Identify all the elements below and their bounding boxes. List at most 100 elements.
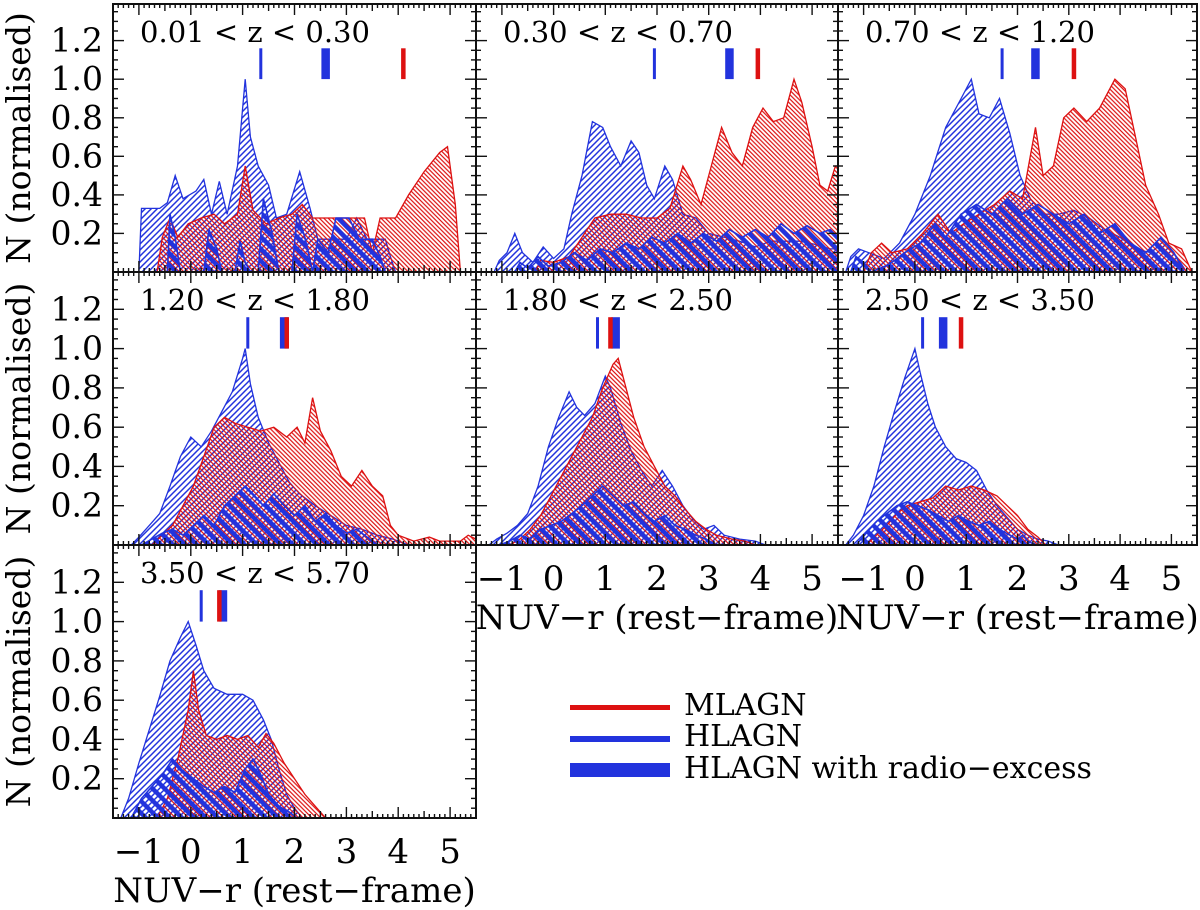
y-tick-label: 0.4 [51, 719, 103, 758]
y-axis-label: N (normalised) [0, 283, 38, 535]
axis-ticks [838, 4, 1197, 272]
x-axis-label: NUV−r (rest−frame) [476, 598, 838, 638]
hlagn-radio-excess-histogram [499, 484, 717, 544]
panel-title: 1.20 < z < 1.80 [140, 283, 370, 317]
axis-ticks [113, 272, 476, 545]
mlagn-histogram [156, 145, 461, 271]
hlagn-radio-excess-histogram [855, 500, 1036, 544]
x-tick-label: −1 [477, 559, 527, 599]
x-tick-label: 4 [387, 832, 409, 872]
mlagn-median-marker [755, 48, 761, 80]
panel-2: 0.70 < z < 1.20 [837, 3, 1198, 273]
x-tick-label: −1 [114, 832, 164, 872]
hlagn-median-marker [652, 48, 656, 80]
hlagn-radio-excess-histogram [514, 222, 837, 271]
x-tick-label: 5 [439, 832, 461, 872]
x-tick-label: 4 [1109, 559, 1131, 599]
hlagn-median-marker [1000, 48, 1004, 80]
y-tick-label: 0.2 [51, 213, 103, 252]
y-tick-label: 1.0 [51, 329, 103, 368]
mlagn-histogram [863, 78, 1193, 271]
axis-ticks [476, 272, 838, 545]
legend-label-hlagn: HLAGN [684, 719, 802, 754]
hlagn-radio-excess-histogram [850, 197, 1185, 271]
x-tick-label: 5 [1161, 559, 1183, 599]
hlagn-median-marker [596, 317, 599, 349]
panel-title: 0.01 < z < 0.30 [140, 15, 370, 49]
x-axis-label: NUV−r (rest−frame) [113, 871, 475, 910]
mlagn-histogram [156, 670, 326, 817]
y-tick-label: 1.2 [51, 21, 103, 60]
panel-title: 0.70 < z < 1.20 [865, 15, 1095, 49]
x-tick-label: 2 [1007, 559, 1029, 599]
x-tick-label: 3 [336, 832, 358, 872]
y-tick-label: 1.0 [51, 602, 103, 641]
y-tick-label: 0.8 [51, 98, 103, 137]
x-tick-label: 2 [646, 559, 668, 599]
x-tick-label: 0 [904, 559, 926, 599]
radio-excess-median-marker [279, 317, 289, 349]
legend-swatch-mlagn-line [570, 705, 670, 710]
x-tick-label: 5 [801, 559, 823, 599]
y-tick-label: 0.4 [51, 175, 103, 214]
mlagn-median-marker [217, 590, 222, 622]
mlagn-median-marker [958, 317, 964, 349]
mlagn-median-marker [284, 317, 289, 349]
hlagn-median-marker [199, 590, 203, 622]
radio-excess-median-marker [611, 317, 620, 349]
x-tick-label: 4 [750, 559, 772, 599]
x-tick-label: 3 [698, 559, 720, 599]
y-tick-label: 0.6 [51, 407, 103, 446]
hlagn-radio-excess-histogram [130, 757, 298, 817]
x-tick-label: 0 [543, 559, 565, 599]
mlagn-histogram [535, 76, 837, 271]
panel-title: 3.50 < z < 5.70 [140, 556, 370, 590]
legend-swatch-hlagn-line [570, 736, 670, 742]
radio-excess-median-marker [321, 48, 330, 80]
y-axis-label: N (normalised) [0, 556, 38, 808]
y-axis-label: N (normalised) [0, 12, 38, 264]
panel-0: 0.01 < z < 0.30 0.20.40.60.81.01.2 N (norm… [0, 3, 477, 273]
legend-swatch-radio-excess-bar [570, 763, 670, 777]
y-tick-label: 0.2 [51, 759, 103, 798]
radio-excess-median-marker [218, 590, 228, 622]
y-tick-label: 1.2 [51, 562, 103, 601]
mlagn-histogram [510, 357, 755, 544]
y-tick-label: 0.6 [51, 136, 103, 175]
panel-title: 0.30 < z < 0.70 [503, 15, 733, 49]
radio-excess-median-marker [1031, 48, 1040, 80]
axis-ticks [113, 545, 476, 818]
axis-ticks [838, 272, 1197, 545]
y-tick-label: 0.8 [51, 368, 103, 407]
y-tick-label: 0.8 [51, 641, 103, 680]
panel-6: 3.50 < z < 5.70 0.20.40.60.81.01.2 N (norm… [0, 544, 477, 910]
mlagn-median-marker [608, 317, 613, 349]
radio-excess-median-marker [938, 317, 948, 349]
y-tick-label: 0.2 [51, 486, 103, 525]
y-tick-label: 0.4 [51, 446, 103, 485]
x-tick-label: 0 [180, 832, 202, 872]
hlagn-radio-excess-histogram [141, 484, 378, 544]
panel-3: 1.20 < z < 1.80 0.20.40.60.81.01.2 N (norm… [0, 271, 477, 546]
panel-title: 1.80 < z < 2.50 [503, 283, 733, 317]
hlagn-median-marker [246, 317, 250, 349]
x-axis-label: NUV−r (rest−frame) [836, 598, 1198, 638]
panel-title: 2.50 < z < 3.50 [865, 283, 1095, 317]
x-tick-label: 1 [955, 559, 977, 599]
x-tick-label: 1 [232, 832, 254, 872]
legend-label-mlagn: MLAGN [684, 688, 807, 723]
y-tick-label: 0.6 [51, 680, 103, 719]
y-tick-label: 1.0 [51, 59, 103, 98]
panel-1: 0.30 < z < 0.70 [475, 3, 839, 273]
x-tick-label: 2 [284, 832, 306, 872]
mlagn-median-marker [401, 48, 406, 80]
mlagn-median-marker [1071, 48, 1077, 80]
legend-label-radio_excess: HLAGN with radio−excess [684, 751, 1092, 786]
hlagn-radio-excess-histogram [166, 198, 386, 271]
radio-excess-median-marker [725, 48, 734, 80]
x-tick-label: 1 [594, 559, 616, 599]
